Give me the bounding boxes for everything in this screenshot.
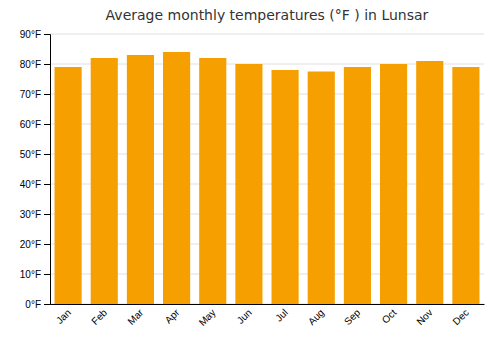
tick-mark [44,94,50,95]
tick-label: 30°F [20,209,41,220]
chart: 0°F 10°F 20°F 30°F 40°F 50°F 60°F 70°F 80°F 90°F J… [0,0,500,350]
tick: Feb [89,307,109,327]
tick-label: Apr [163,306,182,325]
tick: Dec [451,307,471,327]
tick: Aug [306,307,326,327]
tick: 80°F [20,59,50,70]
tick-mark [44,214,50,215]
tick: 0°F [25,299,50,310]
tick: 50°F [20,149,50,160]
tick-label: 10°F [20,269,41,280]
tick: Sep [342,307,363,328]
tick: 70°F [20,89,50,100]
tick-mark [44,304,50,305]
tick-label: 40°F [20,179,41,190]
tick: Oct [380,307,399,326]
title: Average monthly temperatures (°F ) in Lu… [106,7,429,23]
bar [344,67,371,304]
tick-label: 90°F [20,29,41,40]
tick: Mar [125,306,145,326]
bar [272,70,299,304]
bar [235,64,262,304]
tick: Apr [163,306,182,325]
axis-line [44,35,51,305]
bar [127,55,154,304]
bar [380,64,407,304]
tick-mark [44,274,50,275]
tick-label: Jan [54,307,73,326]
tick: Jan [54,307,73,326]
tick-label: 60°F [20,119,41,130]
tick-mark [44,124,50,125]
tick-label: Nov [414,307,434,327]
tick-mark [44,64,50,65]
tick: May [197,307,218,328]
plot: 0°F 10°F 20°F 30°F 40°F 50°F 60°F 70°F 80°F 90°F J… [20,29,485,328]
tick: Jul [273,307,290,324]
bar [55,67,82,304]
tick-label: 0°F [25,299,41,310]
tick: Jun [235,307,254,326]
tick: 30°F [20,209,50,220]
tick-mark [44,244,50,245]
axis-line [51,304,485,305]
grid-line [50,34,484,35]
tick: 90°F [20,29,50,40]
bars [55,52,480,304]
tick-label: Jul [273,307,290,324]
tick-label: Aug [306,307,326,327]
tick-mark [44,34,50,35]
tick: 20°F [20,239,50,250]
tick: 10°F [20,269,50,280]
bar [199,58,226,304]
y-axis: 0°F 10°F 20°F 30°F 40°F 50°F 60°F 70°F 80°F 90°F [20,29,51,310]
bar [163,52,190,304]
tick-label: Dec [451,307,471,327]
tick-label: Feb [89,307,109,327]
tick-label: Sep [342,307,363,328]
tick: 40°F [20,179,50,190]
tick-mark [44,184,50,185]
tick: Nov [414,307,434,327]
tick: 60°F [20,119,50,130]
tick-mark [44,154,50,155]
grid [50,34,484,304]
bar [308,72,335,305]
tick-label: 50°F [20,149,41,160]
tick-label: 20°F [20,239,41,250]
tick-label: May [197,307,218,328]
tick-label: Jun [235,307,254,326]
tick-label: 70°F [20,89,41,100]
x-axis: Jan Feb Mar Apr May Jun Jul Aug Sep Oct Nov Dec [51,305,485,328]
bar [452,67,479,304]
tick-label: Oct [380,307,399,326]
tick-label: Mar [125,306,145,326]
tick-label: 80°F [20,59,41,70]
bar [416,61,443,304]
bar [91,58,118,304]
